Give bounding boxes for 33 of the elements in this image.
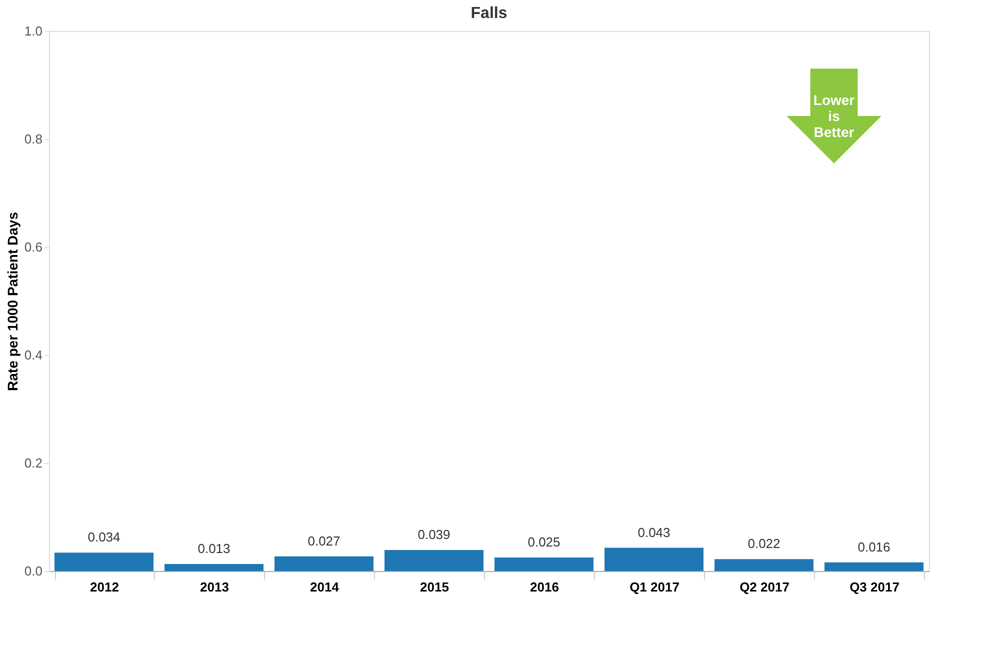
x-tick-label: 2014 <box>310 580 340 594</box>
x-tick-label: Q3 2017 <box>850 580 900 594</box>
x-tick-label: 2013 <box>200 580 229 594</box>
y-tick-label: 1.0 <box>24 24 42 38</box>
x-tick-label: 2012 <box>90 580 119 594</box>
data-label: 0.034 <box>88 530 120 545</box>
bar <box>384 550 484 571</box>
y-tick-label: 0.6 <box>24 240 42 254</box>
y-tick-label: 0.0 <box>24 564 42 578</box>
y-tick-label: 0.8 <box>24 132 42 146</box>
data-label: 0.039 <box>418 526 450 542</box>
data-label: 0.016 <box>858 539 890 554</box>
data-label: 0.027 <box>308 533 340 548</box>
bar <box>714 559 814 571</box>
x-tick-label: 2016 <box>530 580 559 594</box>
bar <box>274 556 374 571</box>
bar <box>164 564 264 571</box>
bar <box>494 558 594 571</box>
bar <box>604 548 704 571</box>
bar <box>824 562 924 571</box>
data-label: 0.013 <box>198 540 230 556</box>
chart-title: Falls <box>470 5 508 22</box>
data-label: 0.025 <box>528 534 560 550</box>
x-tick-label: 2015 <box>420 580 449 594</box>
y-tick-label: 0.4 <box>24 348 42 362</box>
data-label: 0.022 <box>748 536 780 552</box>
x-tick-label: Q2 2017 <box>740 580 790 594</box>
annotation: Lower is Better <box>813 92 856 140</box>
bar <box>54 552 154 571</box>
y-tick-label: 0.2 <box>24 456 42 470</box>
data-label: 0.043 <box>638 524 670 540</box>
x-tick-label: Q1 2017 <box>630 580 680 594</box>
y-axis-title: Rate per 1000 Patient Days <box>4 212 20 391</box>
